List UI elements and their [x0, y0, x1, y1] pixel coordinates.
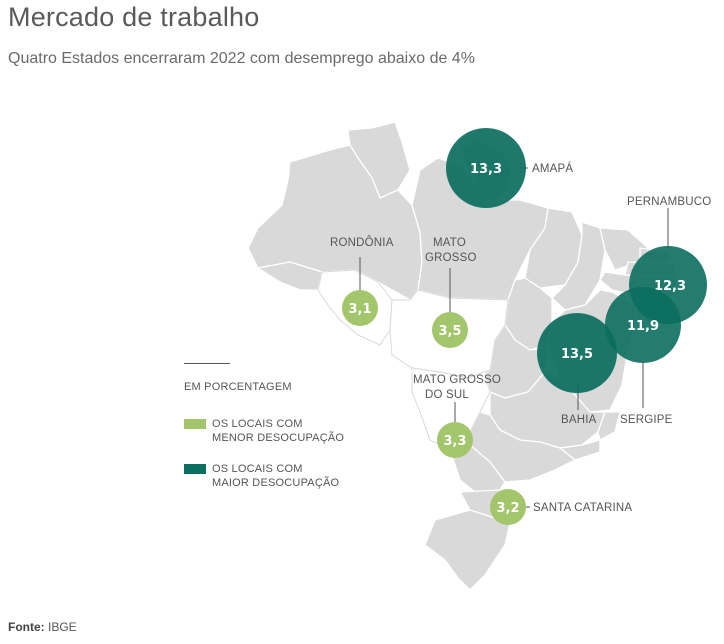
legend-high-line1: OS LOCAIS COM — [212, 463, 303, 475]
bubble-mato-grosso-do-sul: 3,3 — [437, 422, 473, 458]
label-pernambuco: PERNAMBUCO — [627, 196, 711, 208]
bubble-amapa: 13,3 — [446, 128, 526, 208]
legend-low-line2: MENOR DESOCUPAÇÃO — [212, 432, 345, 444]
bubble-santa-catarina: 3,2 — [490, 489, 526, 525]
value-sergipe: 11,9 — [627, 319, 659, 334]
state-parana — [449, 444, 506, 493]
value-santa-catarina: 3,2 — [496, 501, 519, 516]
source-value: IBGE — [48, 620, 77, 634]
value-amapa: 13,3 — [470, 162, 502, 177]
label-mato-grosso-2: GROSSO — [425, 252, 477, 264]
label-amapa: AMAPÁ — [532, 162, 573, 175]
label-mato-grosso-1: MATO — [433, 237, 466, 249]
state-rio-grande-do-sul — [424, 509, 513, 591]
value-bahia: 13,5 — [561, 347, 593, 362]
label-rondonia: RONDÔNIA — [330, 236, 394, 249]
bubble-sergipe: 11,9 — [605, 287, 681, 363]
legend-swatch-low — [184, 419, 206, 429]
legend-heading: EM PORCENTAGEM — [184, 381, 292, 393]
legend-low-line1: OS LOCAIS COM — [212, 418, 303, 430]
label-mato-grosso-do-sul-1: MATO GROSSO — [413, 374, 501, 386]
value-pernambuco: 12,3 — [654, 279, 686, 294]
bubble-bahia: 13,5 — [537, 313, 617, 393]
legend-divider — [184, 363, 230, 364]
legend-swatch-high — [184, 464, 206, 474]
label-mato-grosso-do-sul-2: DO SUL — [425, 389, 469, 401]
page-subtitle: Quatro Estados encerraram 2022 com desem… — [8, 50, 475, 67]
value-mato-grosso: 3,5 — [438, 324, 461, 339]
source-label: Fonte: — [8, 620, 45, 634]
state-maranhao — [524, 207, 583, 289]
state-espirito-santo — [597, 411, 621, 441]
value-mato-grosso-do-sul: 3,3 — [443, 434, 466, 449]
page-title: Mercado de trabalho — [8, 2, 260, 32]
bubble-rondonia: 3,1 — [342, 290, 378, 326]
legend-high-line2: MAIOR DESOCUPAÇÃO — [212, 477, 340, 489]
value-rondonia: 3,1 — [348, 302, 371, 317]
bubble-mato-grosso: 3,5 — [432, 312, 468, 348]
label-santa-catarina: SANTA CATARINA — [533, 502, 632, 514]
source-note: Fonte: IBGE — [8, 620, 77, 634]
label-bahia: BAHIA — [561, 414, 597, 426]
label-sergipe: SERGIPE — [620, 414, 673, 426]
